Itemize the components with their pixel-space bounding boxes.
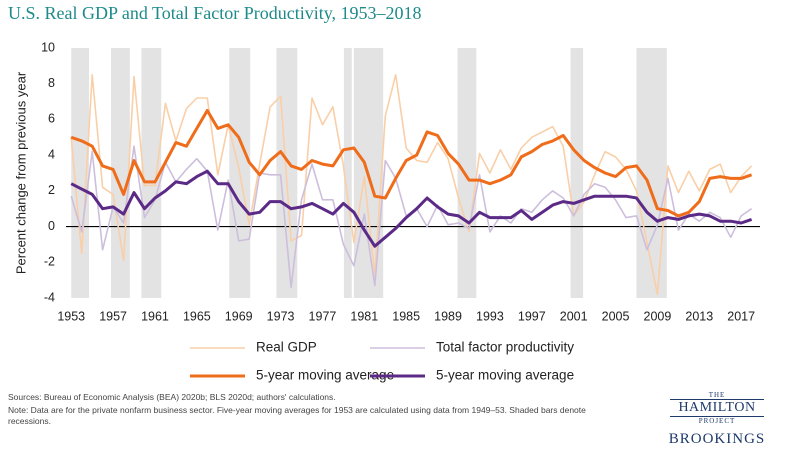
legend-label: Real GDP [256,340,317,355]
chart-title: U.S. Real GDP and Total Factor Productiv… [8,3,422,23]
x-tick-label: 1957 [99,309,127,323]
legend-label: Total factor productivity [436,340,574,355]
y-tick-label: 8 [48,76,55,90]
series-line [70,109,753,218]
x-tick-label: 2013 [685,309,713,323]
x-tick-label: 1969 [225,309,253,323]
note: Note: Data are for the private nonfarm b… [8,405,586,426]
y-tick-label: -4 [44,290,55,304]
recession-band [141,48,162,298]
x-tick-label: 1965 [183,309,211,323]
sources: Sources: Bureau of Economic Analysis (BE… [8,392,336,402]
x-tick-label: 1993 [476,309,504,323]
legend-label: 5-year moving average [256,368,394,383]
logo-hamilton: HAMILTON [670,399,764,417]
logo: THE HAMILTON PROJECT BROOKINGS [662,391,772,448]
x-tick-label: 1977 [309,309,337,323]
legend-label: 5-year moving average [436,368,574,383]
x-tick-label: 1985 [392,309,420,323]
x-tick-label: 1973 [267,309,295,323]
logo-brookings: BROOKINGS [668,431,766,447]
chart: U.S. Real GDP and Total Factor Productiv… [8,3,760,383]
y-tick-label: 0 [48,219,55,233]
x-tick-label: 1981 [350,309,378,323]
series-line [70,169,753,248]
x-tick-label: 2017 [727,309,755,323]
recession-band [457,48,477,298]
y-tick-label: -2 [44,255,55,269]
x-tick-label: 2005 [602,309,630,323]
y-tick-label: 4 [48,147,55,161]
recession-band [71,48,90,298]
logo-project: PROJECT [698,417,736,425]
y-tick-label: 10 [41,40,55,54]
x-tick-label: 1989 [434,309,462,323]
y-axis-label: Percent change from previous year [13,71,28,274]
y-tick-label: 2 [48,183,55,197]
y-tick-label: 6 [48,112,55,126]
x-tick-label: 2001 [560,309,588,323]
x-tick-label: 2009 [644,309,672,323]
x-tick-label: 1953 [57,309,85,323]
x-tick-label: 1997 [518,309,546,323]
recession-band [343,48,352,298]
logo-the: THE [708,391,726,399]
x-tick-label: 1961 [141,309,169,323]
recession-band [570,48,584,298]
